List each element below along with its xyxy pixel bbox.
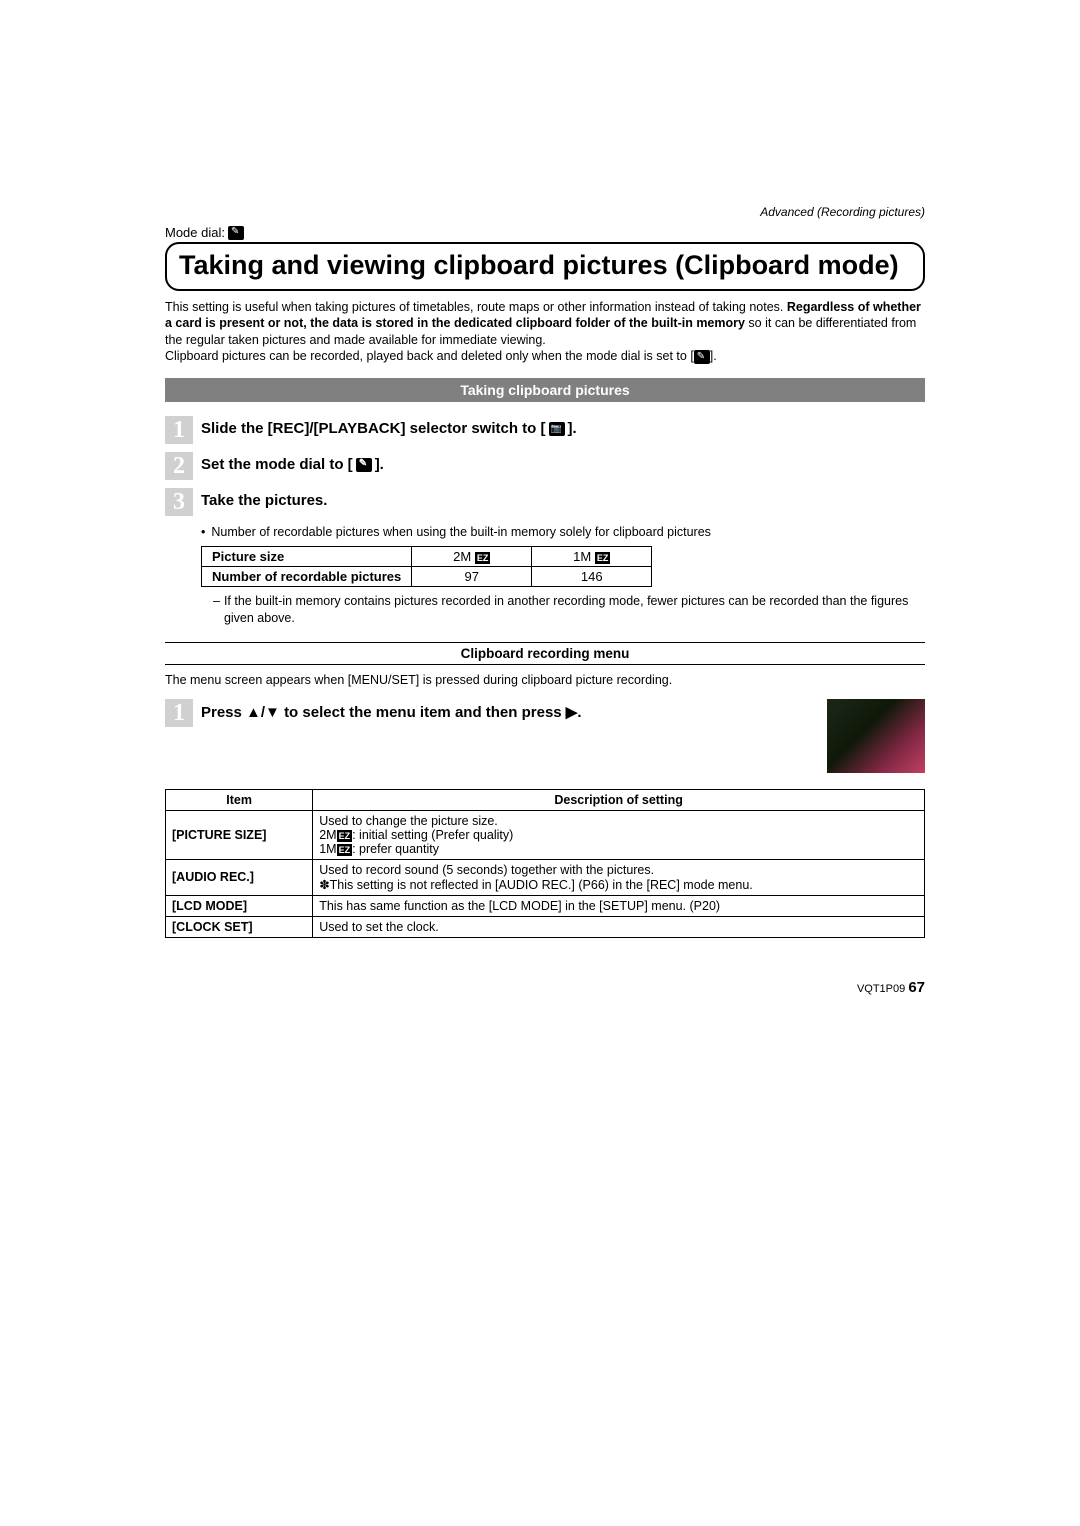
step-number-icon: 1 bbox=[165, 416, 193, 444]
table-row: Number of recordable pictures 97 146 bbox=[202, 567, 652, 587]
cell: 97 bbox=[412, 567, 532, 587]
intro-line2a: Clipboard pictures can be recorded, play… bbox=[165, 349, 694, 363]
section-header: Advanced (Recording pictures) bbox=[165, 205, 925, 219]
table-row: [PICTURE SIZE] Used to change the pictur… bbox=[166, 810, 925, 859]
desc-line: ✽This setting is not reflected in [AUDIO… bbox=[319, 878, 753, 892]
step-1-pre: Slide the [REC]/[PLAYBACK] selector swit… bbox=[201, 420, 546, 437]
settings-table: Item Description of setting [PICTURE SIZ… bbox=[165, 789, 925, 938]
doc-code: VQT1P09 bbox=[857, 983, 905, 995]
intro-part1: This setting is useful when taking pictu… bbox=[165, 300, 787, 314]
title-box: Taking and viewing clipboard pictures (C… bbox=[165, 242, 925, 291]
header-item: Item bbox=[166, 789, 313, 810]
desc-line: 1M bbox=[319, 842, 336, 856]
item-picture-size: [PICTURE SIZE] bbox=[166, 810, 313, 859]
step-3-text: Take the pictures. bbox=[201, 488, 327, 509]
ez-badge-icon: EZ bbox=[475, 552, 491, 564]
clipboard-mode-icon bbox=[356, 458, 372, 472]
clipboard-mode-icon bbox=[694, 350, 710, 364]
intro-line2b: ]. bbox=[710, 349, 717, 363]
row-label: Number of recordable pictures bbox=[202, 567, 412, 587]
subsection-recording-menu: Clipboard recording menu bbox=[165, 642, 925, 665]
ez-badge-icon: EZ bbox=[337, 844, 353, 856]
item-clock-set: [CLOCK SET] bbox=[166, 916, 313, 937]
step-number-icon: 3 bbox=[165, 488, 193, 516]
size-1m: 1M bbox=[573, 549, 591, 564]
desc-audio-rec: Used to record sound (5 seconds) togethe… bbox=[313, 859, 925, 895]
step-number-icon: 1 bbox=[165, 699, 193, 727]
header-desc: Description of setting bbox=[313, 789, 925, 810]
cell: 1M EZ bbox=[532, 547, 652, 567]
item-lcd-mode: [LCD MODE] bbox=[166, 895, 313, 916]
desc-clock-set: Used to set the clock. bbox=[313, 916, 925, 937]
step-1-text: Slide the [REC]/[PLAYBACK] selector swit… bbox=[201, 416, 577, 437]
step-1-post: ]. bbox=[568, 420, 577, 437]
step-2: 2 Set the mode dial to []. bbox=[165, 452, 925, 480]
clipboard-mode-icon bbox=[228, 226, 244, 240]
step-number-icon: 2 bbox=[165, 452, 193, 480]
subnote-text: If the built-in memory contains pictures… bbox=[224, 593, 925, 626]
menu-intro: The menu screen appears when [MENU/SET] … bbox=[165, 673, 925, 687]
section-taking-pictures: Taking clipboard pictures bbox=[165, 378, 925, 402]
bullet-text: Number of recordable pictures when using… bbox=[211, 524, 711, 540]
ez-badge-icon: EZ bbox=[595, 552, 611, 564]
desc-line: 2M bbox=[319, 828, 336, 842]
desc-lcd-mode: This has same function as the [LCD MODE]… bbox=[313, 895, 925, 916]
intro-paragraph: This setting is useful when taking pictu… bbox=[165, 299, 925, 364]
menu-step-row: 1 Press ▲/▼ to select the menu item and … bbox=[165, 699, 925, 773]
step-2-text: Set the mode dial to []. bbox=[201, 452, 384, 473]
table-row: [CLOCK SET] Used to set the clock. bbox=[166, 916, 925, 937]
mode-dial-label: Mode dial: bbox=[165, 225, 225, 240]
ez-badge-icon: EZ bbox=[337, 830, 353, 842]
desc-line: Used to change the picture size. bbox=[319, 814, 498, 828]
manual-page: Advanced (Recording pictures) Mode dial:… bbox=[165, 205, 925, 938]
page-number: 67 bbox=[908, 979, 925, 996]
dash-icon: – bbox=[213, 593, 220, 626]
table-row: Picture size 2M EZ 1M EZ bbox=[202, 547, 652, 567]
table-row: [LCD MODE] This has same function as the… bbox=[166, 895, 925, 916]
step-1: 1 Slide the [REC]/[PLAYBACK] selector sw… bbox=[165, 416, 925, 444]
bullet-block: • Number of recordable pictures when usi… bbox=[201, 524, 925, 540]
subnote: – If the built-in memory contains pictur… bbox=[213, 593, 925, 626]
page-title: Taking and viewing clipboard pictures (C… bbox=[179, 250, 911, 281]
cell: 2M EZ bbox=[412, 547, 532, 567]
cell: 146 bbox=[532, 567, 652, 587]
screenshot-thumbnail bbox=[827, 699, 925, 773]
item-audio-rec: [AUDIO REC.] bbox=[166, 859, 313, 895]
camera-icon bbox=[549, 422, 565, 436]
bullet-icon: • bbox=[201, 524, 205, 540]
mode-dial-row: Mode dial: bbox=[165, 225, 925, 240]
step-2-pre: Set the mode dial to [ bbox=[201, 456, 353, 473]
desc-line: Used to record sound (5 seconds) togethe… bbox=[319, 863, 654, 877]
desc-picture-size: Used to change the picture size. 2MEZ: i… bbox=[313, 810, 925, 859]
size-2m: 2M bbox=[453, 549, 471, 564]
table-header-row: Item Description of setting bbox=[166, 789, 925, 810]
desc-line: : prefer quantity bbox=[352, 842, 439, 856]
page-footer: VQT1P09 67 bbox=[857, 979, 925, 996]
step-3: 3 Take the pictures. bbox=[165, 488, 925, 516]
menu-step-text: Press ▲/▼ to select the menu item and th… bbox=[201, 699, 819, 721]
table-row: [AUDIO REC.] Used to record sound (5 sec… bbox=[166, 859, 925, 895]
picture-size-table: Picture size 2M EZ 1M EZ Number of recor… bbox=[201, 546, 652, 587]
row-label: Picture size bbox=[202, 547, 412, 567]
desc-line: : initial setting (Prefer quality) bbox=[352, 828, 513, 842]
step-2-post: ]. bbox=[375, 456, 384, 473]
